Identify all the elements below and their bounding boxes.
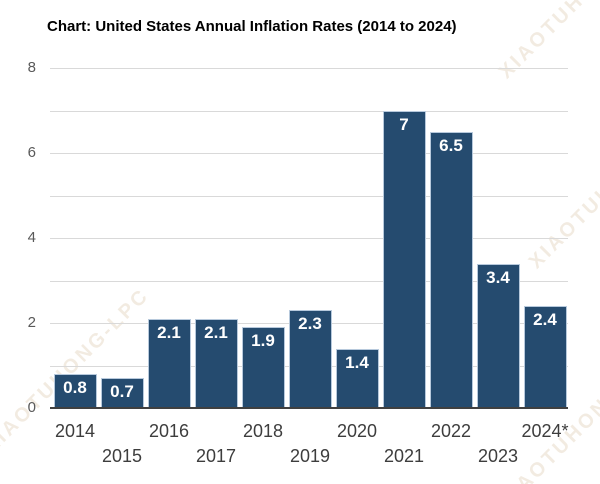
y-axis-tick-label: 6 <box>27 144 36 161</box>
bar-value-label: 6.5 <box>439 135 463 155</box>
x-axis-tick-label: 2022 <box>430 421 472 441</box>
bar <box>523 306 567 408</box>
bar-value-label: 3.4 <box>486 267 510 287</box>
gridline <box>50 195 568 197</box>
x-axis-tick-label: 2017 <box>195 446 237 466</box>
bar-value-label: 2.1 <box>204 322 228 342</box>
x-axis-tick-label: 2019 <box>289 446 331 466</box>
watermark-text: XIAOTUHONG-LPC <box>495 0 600 84</box>
bar-value-label: 1.4 <box>345 352 369 372</box>
bar <box>241 327 285 408</box>
y-axis-tick-label: 2 <box>27 314 36 331</box>
bar-value-label: 0.8 <box>63 378 87 397</box>
bar <box>53 374 97 408</box>
bar <box>194 318 238 408</box>
bar-value-label: 0.7 <box>110 382 134 402</box>
x-axis-tick-label: 2020 <box>336 421 378 441</box>
x-axis-tick-label: 2024* <box>521 421 569 441</box>
x-axis-tick-label: 2014 <box>54 421 96 441</box>
y-axis-tick-label: 0 <box>27 399 36 416</box>
gridline <box>50 238 568 239</box>
bar <box>335 348 379 408</box>
bar-value-label: 1.9 <box>251 331 275 351</box>
x-axis-tick-label: 2021 <box>383 446 425 466</box>
gridline <box>50 153 568 154</box>
chart-title: Chart: United States Annual Inflation Ra… <box>47 18 457 35</box>
bar-value-label: 7 <box>399 114 409 134</box>
bar-value-label: 2.1 <box>157 322 181 342</box>
bar-value-label: 2.4 <box>533 310 557 329</box>
gridline <box>50 280 568 282</box>
watermark-text: XIAOTUHONG-LPC <box>524 99 600 274</box>
bar <box>288 310 332 408</box>
bar <box>429 131 473 408</box>
bar <box>382 110 426 408</box>
x-axis-tick-label: 2018 <box>242 421 284 441</box>
bar <box>476 263 520 408</box>
x-axis-tick-label: 2015 <box>101 446 143 466</box>
x-axis-tick-label: 2016 <box>148 421 190 441</box>
bar-value-label: 2.3 <box>298 314 322 334</box>
x-axis-line <box>50 407 568 409</box>
gridline <box>50 110 568 112</box>
bar <box>100 378 144 408</box>
x-axis-tick-label: 2023 <box>477 446 519 466</box>
gridline <box>50 68 568 69</box>
y-axis-tick-label: 4 <box>27 229 36 246</box>
y-axis-tick-label: 8 <box>27 59 36 76</box>
